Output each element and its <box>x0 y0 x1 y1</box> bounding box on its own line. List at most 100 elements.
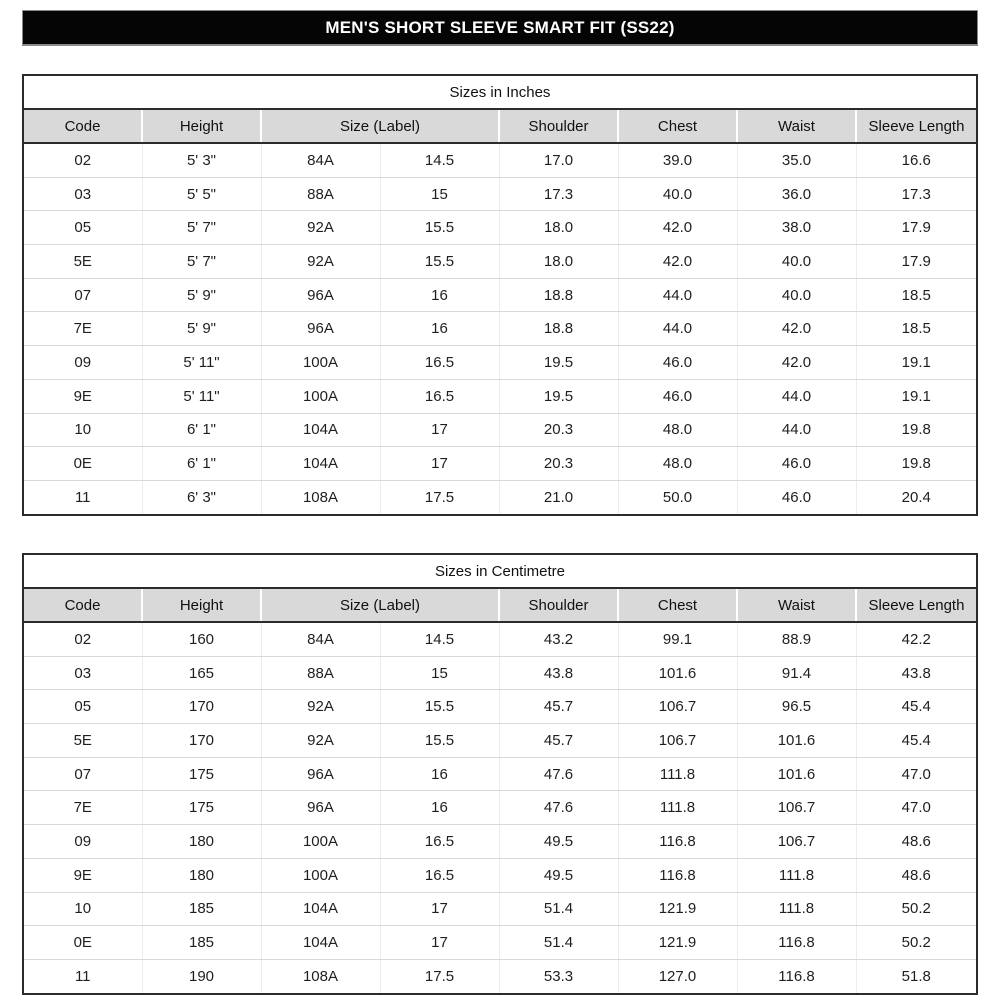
cell: 51.8 <box>855 959 977 994</box>
cell: 48.6 <box>855 858 977 893</box>
cell: 42.0 <box>736 345 856 380</box>
cell: 88A <box>260 656 380 691</box>
column-header-shoulder: Shoulder <box>498 109 618 144</box>
cell: 15 <box>379 656 499 691</box>
column-header-code: Code <box>23 109 142 144</box>
cell: 84A <box>260 622 380 657</box>
table-row: 09 180 100A 16.5 49.5 116.8 106.7 48.6 <box>23 824 977 859</box>
column-header-waist: Waist <box>736 109 856 144</box>
cell: 15 <box>379 177 499 212</box>
cell: 111.8 <box>617 757 737 792</box>
cell: 6' 3" <box>141 480 261 515</box>
cell: 43.2 <box>498 622 618 657</box>
cell: 11 <box>23 959 142 994</box>
table-row: 03 5' 5" 88A 15 17.3 40.0 36.0 17.3 <box>23 177 977 212</box>
cell: 17.0 <box>498 143 618 178</box>
table-row: 11 190 108A 17.5 53.3 127.0 116.8 51.8 <box>23 959 977 994</box>
cell: 53.3 <box>498 959 618 994</box>
cell: 101.6 <box>617 656 737 691</box>
cell: 17 <box>379 925 499 960</box>
cell: 35.0 <box>736 143 856 178</box>
cell: 116.8 <box>736 959 856 994</box>
cell: 50.2 <box>855 892 977 927</box>
cell: 46.0 <box>617 345 737 380</box>
cell: 5' 9" <box>141 278 261 313</box>
cell: 7E <box>23 790 142 826</box>
cell: 100A <box>260 345 380 380</box>
cell: 46.0 <box>617 379 737 414</box>
cell: 05 <box>23 210 142 246</box>
cell: 175 <box>141 790 261 826</box>
cell: 17.5 <box>379 959 499 994</box>
cell: 07 <box>23 278 142 313</box>
cell: 16.6 <box>855 143 977 178</box>
cell: 116.8 <box>617 824 737 859</box>
cell: 16 <box>379 790 499 826</box>
cell: 5' 11" <box>141 379 261 414</box>
table-row: 07 175 96A 16 47.6 111.8 101.6 47.0 <box>23 757 977 792</box>
cell: 100A <box>260 379 380 414</box>
cell: 43.8 <box>855 656 977 691</box>
table-caption: Sizes in Inches <box>23 75 977 110</box>
cell: 46.0 <box>736 480 856 515</box>
cell: 111.8 <box>736 892 856 927</box>
cell: 84A <box>260 143 380 178</box>
cell: 14.5 <box>379 143 499 178</box>
column-header-chest: Chest <box>617 588 737 623</box>
table-row: 0E 185 104A 17 51.4 121.9 116.8 50.2 <box>23 925 977 960</box>
cell: 18.5 <box>855 278 977 313</box>
cell: 96A <box>260 311 380 347</box>
column-header-waist: Waist <box>736 588 856 623</box>
cell: 49.5 <box>498 858 618 893</box>
table-row: 5E 170 92A 15.5 45.7 106.7 101.6 45.4 <box>23 723 977 758</box>
cell: 106.7 <box>617 689 737 725</box>
cell: 20.3 <box>498 446 618 481</box>
cell: 47.6 <box>498 790 618 826</box>
cell: 18.0 <box>498 210 618 246</box>
table-row: 9E 5' 11" 100A 16.5 19.5 46.0 44.0 19.1 <box>23 379 977 414</box>
cell: 40.0 <box>736 278 856 313</box>
cell: 91.4 <box>736 656 856 691</box>
cell: 46.0 <box>736 446 856 481</box>
cell: 0E <box>23 446 142 481</box>
cell: 10 <box>23 413 142 448</box>
cell: 5E <box>23 244 142 279</box>
table-row: 02 160 84A 14.5 43.2 99.1 88.9 42.2 <box>23 622 977 657</box>
page-title-text: MEN'S SHORT SLEEVE SMART FIT (SS22) <box>325 17 675 37</box>
cell: 116.8 <box>617 858 737 893</box>
cell: 6' 1" <box>141 446 261 481</box>
table-row: 10 185 104A 17 51.4 121.9 111.8 50.2 <box>23 892 977 927</box>
cell: 104A <box>260 925 380 960</box>
cell: 50.2 <box>855 925 977 960</box>
cell: 17.9 <box>855 244 977 279</box>
cell: 5' 7" <box>141 210 261 246</box>
cell: 116.8 <box>736 925 856 960</box>
cell: 48.0 <box>617 446 737 481</box>
cell: 42.0 <box>736 311 856 347</box>
cell: 127.0 <box>617 959 737 994</box>
cell: 17 <box>379 892 499 927</box>
cell: 44.0 <box>736 413 856 448</box>
cell: 88A <box>260 177 380 212</box>
cell: 19.1 <box>855 379 977 414</box>
table-header-row: Code Height Size (Label) Shoulder Chest … <box>23 109 977 144</box>
cell: 15.5 <box>379 723 499 758</box>
table-body: 02 160 84A 14.5 43.2 99.1 88.9 42.2 03 165 88A 15 43… <box>23 622 977 994</box>
cell: 44.0 <box>736 379 856 414</box>
cell: 180 <box>141 824 261 859</box>
cell: 96A <box>260 790 380 826</box>
cell: 5' 3" <box>141 143 261 178</box>
column-header-height: Height <box>141 588 261 623</box>
cell: 21.0 <box>498 480 618 515</box>
column-header-code: Code <box>23 588 142 623</box>
cell: 170 <box>141 723 261 758</box>
cell: 121.9 <box>617 925 737 960</box>
cell: 16 <box>379 311 499 347</box>
cell: 5' 9" <box>141 311 261 347</box>
cell: 88.9 <box>736 622 856 657</box>
table-caption-row: Sizes in Inches <box>23 75 977 110</box>
cell: 36.0 <box>736 177 856 212</box>
cell: 15.5 <box>379 210 499 246</box>
cell: 104A <box>260 892 380 927</box>
cell: 7E <box>23 311 142 347</box>
